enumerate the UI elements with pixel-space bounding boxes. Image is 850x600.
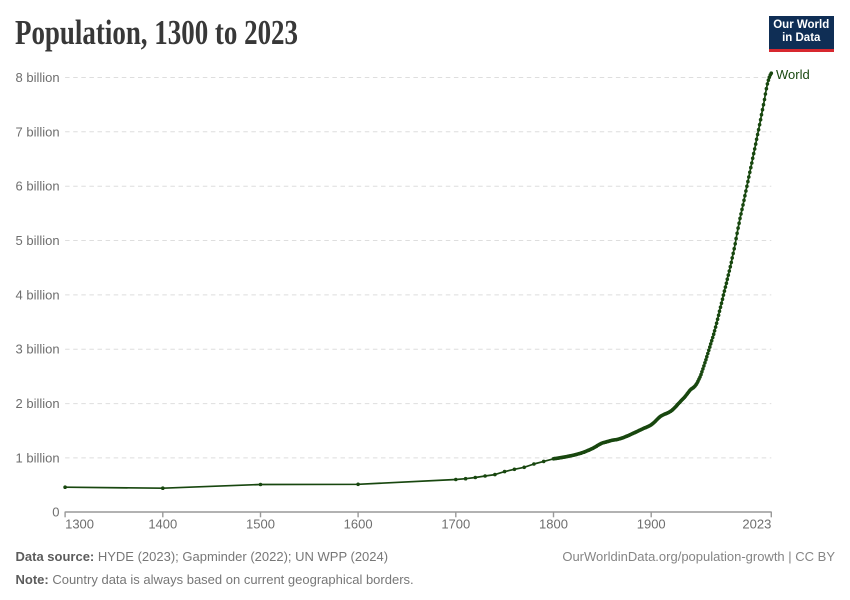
svg-text:1600: 1600 [344,517,373,532]
svg-text:1700: 1700 [441,517,470,532]
svg-text:1800: 1800 [539,517,568,532]
svg-text:3 billion: 3 billion [16,342,60,357]
svg-text:1 billion: 1 billion [16,450,60,465]
svg-text:7 billion: 7 billion [16,124,60,139]
svg-text:World: World [776,67,810,82]
svg-text:4 billion: 4 billion [16,287,60,302]
svg-text:8 billion: 8 billion [16,70,60,85]
svg-text:1900: 1900 [637,517,666,532]
svg-text:1300: 1300 [65,517,94,532]
svg-text:6 billion: 6 billion [16,179,60,194]
svg-text:2 billion: 2 billion [16,396,60,411]
svg-text:2023: 2023 [742,517,771,532]
svg-text:0: 0 [52,505,59,520]
svg-text:5 billion: 5 billion [16,233,60,248]
svg-text:1400: 1400 [148,517,177,532]
svg-text:1500: 1500 [246,517,275,532]
